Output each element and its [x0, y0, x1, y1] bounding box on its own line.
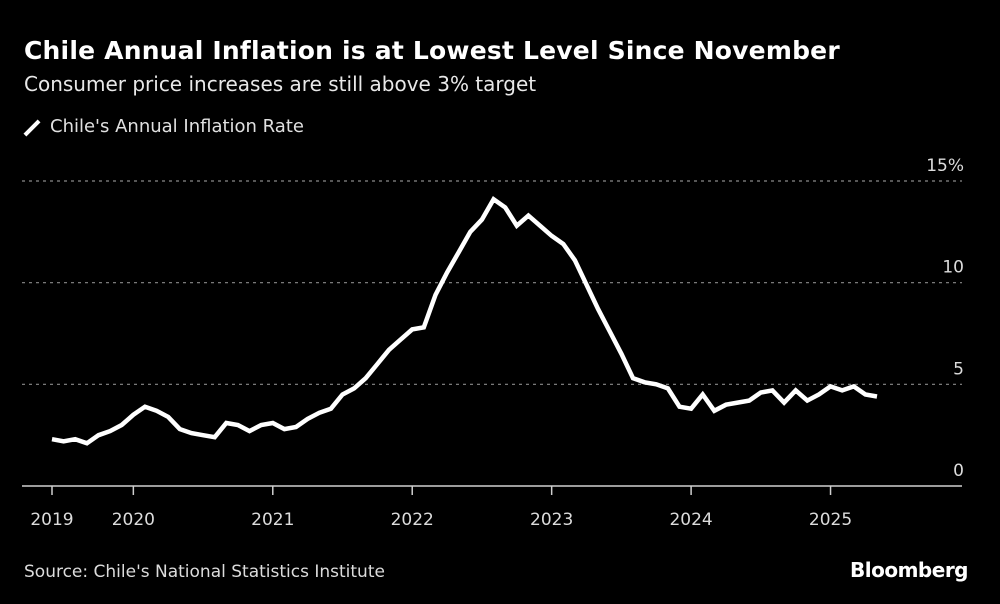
x-tick-label: 2019	[30, 510, 73, 530]
y-axis: 0 5 10 15%	[926, 156, 964, 481]
y-tick-label: 10	[942, 258, 964, 278]
x-tick-label: 2025	[809, 510, 852, 530]
x-axis: 2019 2020 2021 2022 2023 2024 2025	[22, 485, 962, 530]
x-tick-label: 2020	[112, 510, 155, 530]
legend-label: Chile's Annual Inflation Rate	[50, 116, 304, 137]
y-tick-label: 5	[953, 359, 964, 379]
legend: Chile's Annual Inflation Rate	[24, 116, 304, 137]
x-tick-label: 2021	[251, 510, 294, 530]
chart-title: Chile Annual Inflation is at Lowest Leve…	[24, 36, 840, 65]
bloomberg-logo: Bloomberg	[850, 558, 968, 582]
x-tick-label: 2023	[530, 510, 573, 530]
series-line-inflation-rate	[51, 196, 878, 446]
source-note: Source: Chile's National Statistics Inst…	[24, 562, 385, 582]
y-tick-label: 0	[953, 461, 964, 481]
x-tick-label: 2022	[391, 510, 434, 530]
series-layer	[51, 196, 878, 446]
chart-subtitle: Consumer price increases are still above…	[24, 72, 537, 96]
y-tick-label: 15%	[926, 156, 964, 176]
x-tick-label: 2024	[669, 510, 712, 530]
grid-lines	[22, 180, 962, 385]
